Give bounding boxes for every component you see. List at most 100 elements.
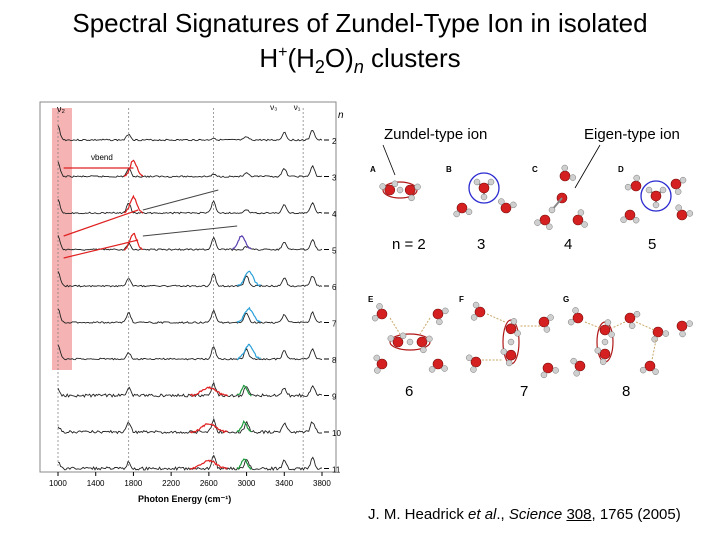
x-tick-label: 3800 <box>313 479 331 488</box>
oxygen-atom <box>470 356 482 368</box>
hydrogen-atom <box>601 338 609 346</box>
oxygen-atom <box>630 180 642 192</box>
hydrogen-atom <box>569 174 577 181</box>
panel-letter-A: A <box>370 165 376 174</box>
hydrogen-atom <box>659 186 667 194</box>
hydrogen-atom <box>632 216 640 224</box>
red-shared-proton-band <box>123 232 143 251</box>
hydrogen-atom <box>651 336 658 343</box>
cluster-size-label: 5 <box>332 247 337 256</box>
oxygen-atom <box>559 170 571 182</box>
eigen-core-circle <box>468 172 500 204</box>
red-connector-line <box>63 239 139 259</box>
zundel-pointer-line <box>382 144 396 176</box>
oxygen-atom <box>376 358 388 370</box>
blue-band <box>236 306 261 324</box>
hydrogen-atom <box>373 354 381 362</box>
oxygen-atom <box>478 182 490 194</box>
hydrogen-atom <box>453 210 460 218</box>
slide-title-line1: Spectral Signatures of Zundel-Type Ion i… <box>72 8 648 38</box>
slide-title-line2: H+(H2O)n clusters <box>0 38 720 82</box>
hydrogen-atom <box>406 338 414 346</box>
hydrogen-atom <box>561 164 569 172</box>
hydrogen-atom <box>608 331 615 338</box>
cluster-number-3: 3 <box>477 236 486 253</box>
cluster-number-4: 4 <box>564 236 573 253</box>
hydrogen-atom <box>374 367 381 374</box>
hydrogen-atom <box>387 335 395 342</box>
hydrogen-bond <box>635 321 655 331</box>
hydrogen-atom <box>391 180 399 188</box>
hydrogen-atom <box>639 366 647 374</box>
hydrogen-atom <box>652 201 660 209</box>
red-band <box>189 459 228 470</box>
red-band <box>189 422 228 434</box>
oxygen-atom <box>652 326 664 338</box>
red-band <box>189 385 229 397</box>
hydrogen-atom <box>487 178 495 186</box>
red-shared-proton-band <box>123 159 144 178</box>
hydrogen-atom <box>426 335 433 343</box>
oxygen-atom <box>505 349 517 361</box>
hydrogen-atom <box>500 348 508 355</box>
red-connector-line <box>63 209 139 237</box>
green-band <box>236 384 252 397</box>
oxygen-atom <box>572 214 584 226</box>
hydrogen-atom <box>645 186 653 194</box>
cluster-size-label: 6 <box>332 283 337 292</box>
zundel-band-highlight <box>52 108 72 370</box>
hydrogen-atom <box>408 194 415 202</box>
blue-band <box>236 343 261 360</box>
hydrogen-atom <box>399 332 407 340</box>
cluster-number-6: 6 <box>405 383 414 400</box>
hydrogen-atom <box>572 307 579 314</box>
green-band <box>236 458 252 471</box>
spectrum-trace <box>57 381 323 398</box>
hydrogen-atom <box>599 358 607 366</box>
hydrogen-atom <box>470 314 478 321</box>
title-paren-h: (H <box>287 43 315 73</box>
title-sub2: 2 <box>314 57 325 77</box>
peak-label-nu2: ν₂ <box>57 104 66 114</box>
cluster-number-5: 5 <box>648 236 657 253</box>
hydrogen-atom <box>628 322 636 329</box>
oxygen-atom <box>432 358 444 370</box>
x-tick-label: 2200 <box>162 479 180 488</box>
oxygen-atom <box>404 184 416 196</box>
citation-rest: , 1765 (2005) <box>591 506 681 523</box>
citation-journal: Science <box>508 506 563 523</box>
hydrogen-atom <box>570 357 577 365</box>
panel-letter-B: B <box>446 165 452 174</box>
x-tick-label: 3400 <box>275 479 293 488</box>
hydrogen-atom <box>675 204 682 211</box>
cluster-size-label: 3 <box>332 174 337 183</box>
cluster-size-label: 2 <box>332 137 337 146</box>
hydrogen-atom <box>436 318 443 326</box>
hydrogen-atom <box>470 366 477 373</box>
oxygen-atom <box>670 178 682 190</box>
peak-label-bend: νbend <box>91 153 113 162</box>
hydrogen-atom <box>624 183 632 191</box>
cluster-number-8: 8 <box>622 383 631 400</box>
spectrum-frame <box>39 101 337 473</box>
spectrum-trace <box>57 454 323 471</box>
citation-sep: ., <box>496 506 509 523</box>
hydrogen-atom <box>577 209 585 216</box>
hydrogen-atom <box>498 198 505 205</box>
panel-letter-C: C <box>532 165 538 174</box>
oxygen-atom <box>624 312 636 324</box>
oxygen-atom <box>392 336 404 348</box>
title-plus: + <box>278 44 288 61</box>
hydrogen-atom <box>414 183 421 191</box>
hydrogen-bond <box>419 317 431 335</box>
zundel-type-label: Zundel-type ion <box>384 126 488 143</box>
oxygen-atom <box>432 308 444 320</box>
cluster-size-label: 8 <box>332 356 337 365</box>
gray-connector-line <box>142 225 238 237</box>
hydrogen-atom <box>442 307 449 315</box>
hydrogen-bond <box>389 317 401 335</box>
hydrogen-atom <box>540 371 548 379</box>
hydrogen-atom <box>679 330 686 338</box>
citation-etal: et al <box>468 506 497 523</box>
